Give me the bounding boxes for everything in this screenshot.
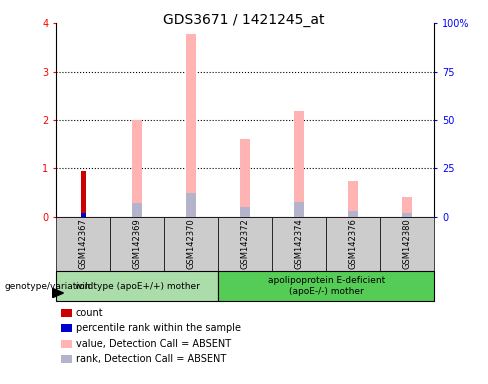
Text: GDS3671 / 1421245_at: GDS3671 / 1421245_at — [163, 13, 325, 27]
Text: GSM142370: GSM142370 — [187, 218, 196, 269]
Bar — [403, 197, 412, 217]
Text: percentile rank within the sample: percentile rank within the sample — [76, 323, 241, 333]
Bar — [81, 213, 85, 217]
Bar — [186, 193, 196, 217]
Text: GSM142372: GSM142372 — [241, 218, 250, 269]
Bar — [326, 217, 380, 271]
Text: GSM142374: GSM142374 — [295, 218, 304, 269]
Text: GSM142369: GSM142369 — [133, 218, 142, 269]
Text: GSM142376: GSM142376 — [349, 218, 358, 269]
Text: genotype/variation: genotype/variation — [5, 281, 91, 291]
Bar — [56, 271, 218, 301]
Text: rank, Detection Call = ABSENT: rank, Detection Call = ABSENT — [76, 354, 226, 364]
Bar — [164, 217, 218, 271]
Bar — [110, 217, 164, 271]
Text: apolipoprotein E-deficient
(apoE-/-) mother: apolipoprotein E-deficient (apoE-/-) mot… — [267, 276, 385, 296]
Bar — [241, 207, 250, 217]
Bar — [241, 139, 250, 217]
Text: count: count — [76, 308, 103, 318]
Text: GSM142367: GSM142367 — [79, 218, 88, 269]
Bar — [186, 34, 196, 217]
Text: wildtype (apoE+/+) mother: wildtype (apoE+/+) mother — [75, 281, 200, 291]
Bar — [294, 202, 304, 217]
Bar — [132, 204, 142, 217]
Text: GSM142380: GSM142380 — [403, 218, 412, 269]
Bar — [348, 180, 358, 217]
Bar — [348, 211, 358, 217]
Bar — [56, 217, 110, 271]
Polygon shape — [53, 288, 63, 298]
Bar — [218, 217, 272, 271]
Bar — [403, 213, 412, 217]
Bar — [132, 120, 142, 217]
Text: value, Detection Call = ABSENT: value, Detection Call = ABSENT — [76, 339, 231, 349]
Bar — [380, 217, 434, 271]
Bar — [81, 171, 85, 217]
Bar — [294, 111, 304, 217]
Bar — [218, 271, 434, 301]
Bar — [272, 217, 326, 271]
